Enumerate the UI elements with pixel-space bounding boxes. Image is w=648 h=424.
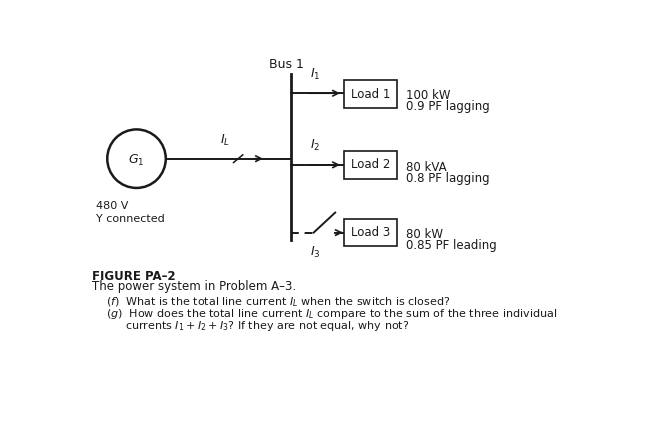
Text: currents $I_1 + I_2 + I_3$? If they are not equal, why not?: currents $I_1 + I_2 + I_3$? If they are … [125, 319, 410, 333]
Bar [345, 80, 397, 108]
Text: Bus 1: Bus 1 [269, 58, 304, 71]
Text: ($g$)  How does the total line current $I_L$ compare to the sum of the three ind: ($g$) How does the total line current $I… [106, 307, 557, 321]
Text: 0.85 PF leading: 0.85 PF leading [406, 239, 497, 252]
Text: FIGURE PA–2: FIGURE PA–2 [92, 271, 176, 283]
Text: Load 3: Load 3 [351, 226, 390, 239]
Text: 80 kW: 80 kW [406, 228, 443, 241]
Text: $I_3$: $I_3$ [310, 245, 321, 260]
Text: ($f$)  What is the total line current $I_L$ when the switch is closed?: ($f$) What is the total line current $I_… [106, 296, 450, 310]
Text: Load 1: Load 1 [351, 87, 390, 100]
Bar [345, 151, 397, 179]
Text: $I_1$: $I_1$ [310, 67, 320, 82]
Text: 100 kW: 100 kW [406, 89, 450, 102]
Text: 0.9 PF lagging: 0.9 PF lagging [406, 100, 490, 113]
Bar [345, 219, 397, 246]
Text: $I_L$: $I_L$ [220, 133, 230, 148]
Text: 0.8 PF lagging: 0.8 PF lagging [406, 172, 490, 185]
Text: $G_1$: $G_1$ [128, 153, 145, 168]
Text: Load 2: Load 2 [351, 158, 390, 171]
Text: 480 V
Y connected: 480 V Y connected [97, 201, 165, 224]
Text: $I_2$: $I_2$ [310, 138, 320, 153]
Text: The power system in Problem A–3.: The power system in Problem A–3. [92, 280, 296, 293]
Text: 80 kVA: 80 kVA [406, 161, 446, 174]
